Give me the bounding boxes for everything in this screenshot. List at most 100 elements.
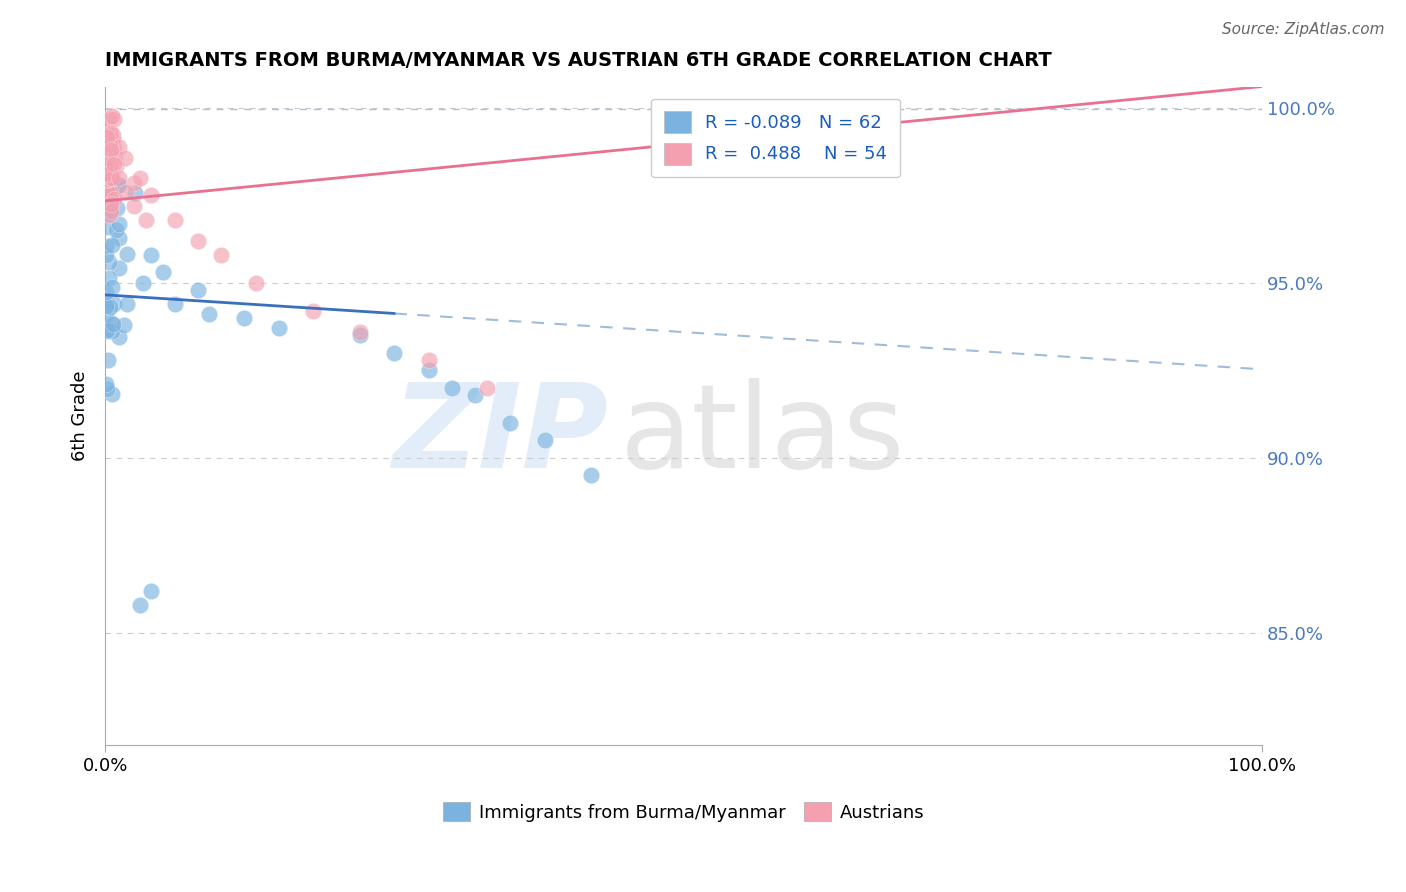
Point xyxy=(96,377,118,392)
Point xyxy=(98,300,121,314)
Point xyxy=(108,217,131,231)
Point xyxy=(96,173,118,187)
Point xyxy=(152,265,174,279)
Point xyxy=(163,296,186,310)
Point xyxy=(104,150,127,164)
Point xyxy=(98,138,121,153)
Point xyxy=(103,141,125,155)
Point xyxy=(97,170,120,185)
Point xyxy=(132,277,155,291)
Point xyxy=(108,170,131,185)
Point xyxy=(107,139,129,153)
Point xyxy=(114,151,136,165)
Point xyxy=(97,183,120,197)
Point xyxy=(100,238,122,252)
Point xyxy=(115,246,138,260)
Point xyxy=(187,234,209,248)
Point xyxy=(98,172,121,186)
Point xyxy=(141,188,163,202)
Point xyxy=(96,129,118,144)
Point xyxy=(464,387,486,401)
Legend: Immigrants from Burma/Myanmar, Austrians: Immigrants from Burma/Myanmar, Austrians xyxy=(433,793,934,830)
Point xyxy=(96,186,118,201)
Point xyxy=(96,324,118,338)
Point xyxy=(115,297,138,311)
Point xyxy=(100,324,122,338)
Point xyxy=(96,178,118,192)
Point xyxy=(267,321,290,335)
Point xyxy=(96,178,118,192)
Point xyxy=(97,188,120,202)
Point xyxy=(418,363,440,377)
Point xyxy=(97,353,120,368)
Point xyxy=(418,352,440,367)
Point xyxy=(100,126,122,140)
Point xyxy=(115,185,138,199)
Point xyxy=(141,247,163,261)
Point xyxy=(100,197,122,211)
Point xyxy=(349,325,371,339)
Point xyxy=(124,186,146,201)
Point xyxy=(100,206,122,220)
Point xyxy=(96,323,118,337)
Point xyxy=(96,219,118,234)
Point xyxy=(108,178,131,192)
Text: Source: ZipAtlas.com: Source: ZipAtlas.com xyxy=(1222,22,1385,37)
Point xyxy=(103,132,125,146)
Point xyxy=(129,598,152,612)
Point xyxy=(96,160,118,174)
Point xyxy=(101,387,124,401)
Point xyxy=(100,186,122,201)
Point xyxy=(96,184,118,198)
Point xyxy=(96,239,118,253)
Point xyxy=(108,260,131,275)
Point xyxy=(187,283,209,297)
Point xyxy=(100,178,122,192)
Point xyxy=(105,222,128,236)
Point xyxy=(100,280,122,294)
Point xyxy=(96,157,118,171)
Point xyxy=(100,143,122,157)
Point xyxy=(107,330,129,344)
Point xyxy=(103,112,125,127)
Point xyxy=(96,157,118,171)
Point xyxy=(163,212,186,227)
Point xyxy=(209,247,232,261)
Point xyxy=(101,170,124,185)
Point xyxy=(135,212,157,227)
Point xyxy=(349,328,371,343)
Point xyxy=(105,159,128,173)
Point xyxy=(198,307,221,321)
Point xyxy=(302,303,325,318)
Y-axis label: 6th Grade: 6th Grade xyxy=(72,370,89,461)
Point xyxy=(103,297,125,311)
Point xyxy=(98,145,121,160)
Point xyxy=(98,270,121,285)
Point xyxy=(96,309,118,323)
Point xyxy=(96,135,118,149)
Point xyxy=(100,317,122,331)
Point xyxy=(533,433,555,447)
Point xyxy=(141,583,163,598)
Point xyxy=(105,201,128,215)
Point xyxy=(96,297,118,311)
Point xyxy=(96,299,118,313)
Point xyxy=(98,112,121,127)
Point xyxy=(384,345,406,359)
Point xyxy=(233,310,256,325)
Point xyxy=(103,192,125,206)
Point xyxy=(96,120,118,134)
Point xyxy=(100,157,122,171)
Point xyxy=(96,167,118,181)
Point xyxy=(96,248,118,262)
Text: IMMIGRANTS FROM BURMA/MYANMAR VS AUSTRIAN 6TH GRADE CORRELATION CHART: IMMIGRANTS FROM BURMA/MYANMAR VS AUSTRIA… xyxy=(105,51,1052,70)
Point xyxy=(97,171,120,186)
Point xyxy=(100,170,122,185)
Point xyxy=(475,381,498,395)
Point xyxy=(122,198,145,212)
Point xyxy=(579,468,602,483)
Point xyxy=(122,176,145,190)
Point xyxy=(103,156,125,170)
Point xyxy=(96,296,118,310)
Point xyxy=(100,205,122,219)
